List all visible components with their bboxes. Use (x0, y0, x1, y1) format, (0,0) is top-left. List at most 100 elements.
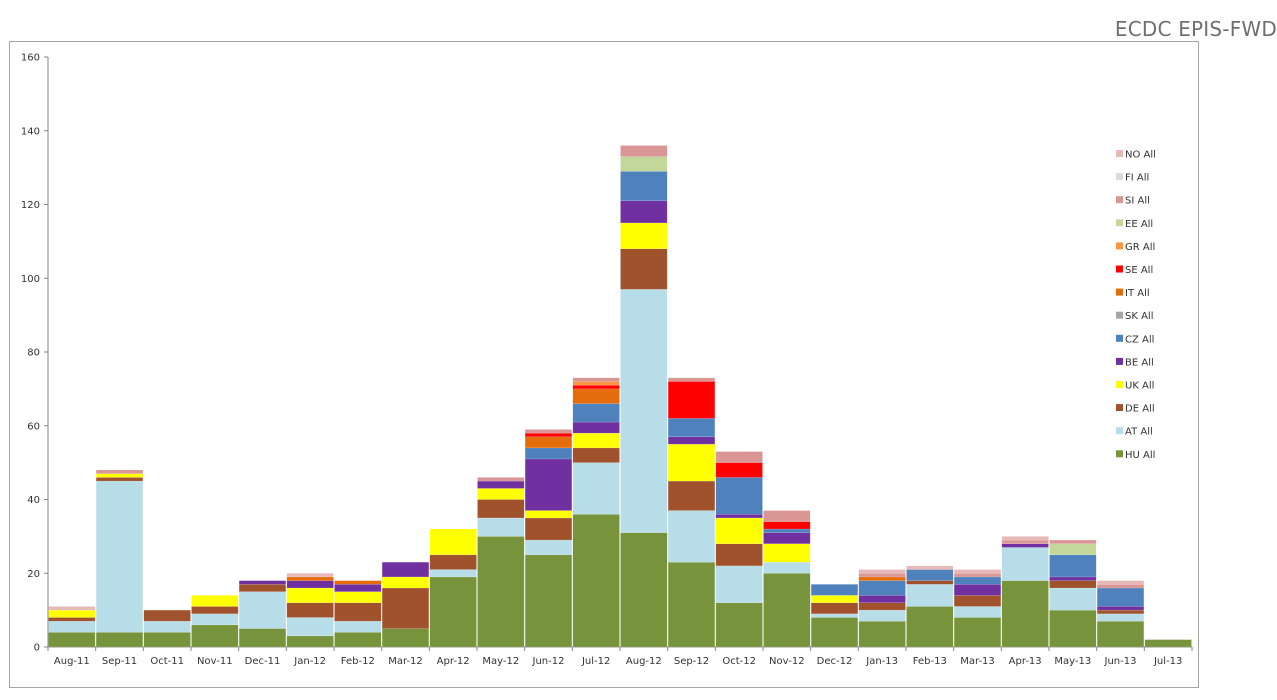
y-tick-label: 40 (27, 495, 40, 506)
bar-segment (953, 569, 1002, 574)
bar-segment (524, 517, 573, 541)
legend-swatch (1116, 242, 1123, 250)
bar-segment (286, 635, 334, 648)
x-tick-label: Nov-11 (197, 656, 233, 667)
bar-segment (763, 543, 811, 563)
bar-segment (1049, 580, 1097, 589)
bar-segment (524, 554, 573, 648)
bar-segment (667, 443, 716, 482)
bar-segment (906, 565, 954, 570)
bar-segment (1049, 554, 1097, 578)
bar-segment (1001, 547, 1049, 581)
legend-swatch (1116, 173, 1123, 181)
bar-segment (572, 421, 620, 434)
y-tick-label: 140 (21, 126, 40, 137)
bar-segment (620, 532, 668, 648)
x-tick-label: Jul-13 (1153, 656, 1182, 667)
legend-swatch (1116, 334, 1123, 342)
bar-segment (238, 628, 287, 648)
legend-label: CZ All (1125, 334, 1154, 345)
bar-segment (1001, 543, 1049, 548)
legend-label: AT All (1125, 427, 1153, 438)
bar-segment (763, 561, 811, 574)
y-tick-label: 60 (27, 421, 40, 432)
bar-segment (1001, 539, 1049, 544)
bar-segment (572, 514, 620, 648)
bar-segment (477, 477, 525, 482)
x-tick-label: Jun-13 (1104, 656, 1137, 667)
bar-segment (667, 561, 716, 648)
bar-segment (572, 447, 620, 463)
x-tick-label: Jan-12 (293, 656, 326, 667)
bar-segment (715, 462, 763, 478)
y-tick-label: 0 (34, 643, 40, 654)
x-tick-label: Jul-12 (581, 656, 610, 667)
bar-segment (1001, 580, 1049, 648)
x-tick-label: Sep-12 (674, 656, 709, 667)
bar-segment (715, 543, 763, 567)
y-tick-label: 80 (27, 348, 40, 359)
bar-segment (238, 584, 287, 592)
bar-segment (477, 480, 525, 489)
bar-segment (667, 381, 716, 419)
bar-segment (572, 388, 620, 404)
bar-segment (286, 573, 334, 578)
bar-segment (953, 617, 1002, 648)
legend-swatch (1116, 357, 1123, 365)
legend-label: FI All (1125, 173, 1149, 184)
bar-segment (1001, 536, 1049, 541)
x-tick-label: Oct-12 (722, 656, 756, 667)
bar-segment (763, 528, 811, 533)
bar-segment (48, 617, 96, 622)
bar-segment (1096, 613, 1145, 622)
bar-segment (48, 632, 96, 648)
bar-segment (763, 573, 811, 648)
bar-segment (620, 200, 668, 224)
x-tick-label: Mar-13 (960, 656, 995, 667)
legend-swatch (1116, 311, 1123, 319)
legend-label: SK All (1125, 311, 1153, 322)
bar-segment (477, 517, 525, 537)
legend-label: EE All (1125, 219, 1153, 230)
legend-label: UK All (1125, 381, 1154, 392)
x-tick-label: Jan-13 (865, 656, 898, 667)
bar-segment (286, 576, 334, 581)
bar-segment (1096, 609, 1145, 615)
bar-segment (524, 510, 573, 519)
bar-segment (715, 514, 763, 519)
source-label: ECDC EPIS-FWD (1114, 17, 1277, 41)
bar-segment (334, 620, 382, 633)
bar-segment (381, 628, 430, 648)
bar-segment (906, 606, 954, 648)
legend-label: SI All (1125, 196, 1150, 207)
bar-segment (858, 609, 906, 622)
bar-segment (286, 617, 334, 637)
bar-segment (48, 620, 96, 633)
bar-segment (953, 595, 1002, 607)
legend-label: NO All (1125, 150, 1156, 161)
bar-segment (763, 521, 811, 530)
bar-segment (620, 289, 668, 533)
bar-segment (810, 613, 859, 618)
bar-segment (715, 477, 763, 515)
bar-segment (286, 602, 334, 618)
bar-segment (429, 554, 477, 570)
x-tick-label: Dec-11 (245, 656, 281, 667)
bars (48, 145, 1192, 648)
x-ticks: Aug-11 Sep-11 Oct-11 Nov-11 Dec-11 Jan-12 Feb-… (47, 647, 1193, 667)
x-tick-label: Mar-12 (388, 656, 423, 667)
bar-segment (143, 632, 191, 648)
legend-label: BE All (1125, 357, 1154, 368)
bar-segment (715, 602, 763, 648)
legend-swatch (1116, 288, 1123, 296)
bar-segment (1049, 543, 1097, 556)
bar-segment (763, 510, 811, 522)
bar-segment (953, 584, 1002, 596)
bar-segment (1049, 587, 1097, 611)
x-tick-label: Aug-12 (626, 656, 662, 667)
bar-segment (477, 488, 525, 500)
bar-segment (238, 591, 287, 629)
legend-swatch (1116, 404, 1123, 412)
bar-segment (715, 565, 763, 603)
legend-label: GR All (1125, 242, 1155, 253)
